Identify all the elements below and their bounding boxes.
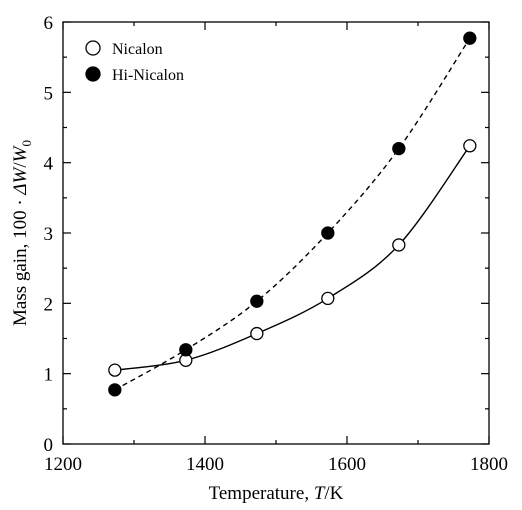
y-tick-label: 6 (44, 13, 54, 34)
data-point (250, 294, 264, 308)
data-point (463, 139, 477, 153)
series-line-1 (114, 37, 471, 391)
axis-ticks (62, 21, 490, 445)
data-point (321, 291, 335, 306)
y-tick-label: 1 (44, 365, 54, 386)
legend-label: Nicalon (112, 41, 163, 58)
data-point (250, 326, 264, 341)
legend-marker (85, 66, 101, 82)
data-point (108, 383, 122, 397)
y-tick-label: 3 (44, 224, 54, 245)
series-markers (108, 31, 477, 397)
legend-label: Hi-Nicalon (112, 67, 184, 84)
y-tick-label: 2 (44, 294, 54, 315)
y-tick-label: 5 (44, 83, 54, 104)
data-point (179, 343, 193, 357)
data-point (392, 238, 406, 252)
series-line-0 (114, 145, 471, 371)
x-tick-label: 1400 (186, 454, 224, 475)
y-tick-label: 0 (44, 435, 54, 456)
x-tick-label: 1200 (44, 454, 82, 475)
y-axis-title: Mass gain, 100 · ΔW/W0 (10, 140, 34, 326)
data-point (108, 363, 122, 377)
data-point (463, 31, 477, 45)
legend: Nicalon Hi-Nicalon (85, 40, 184, 84)
y-tick-label: 4 (44, 154, 54, 175)
y-axis-title-symbol-w0: W (10, 144, 31, 162)
plot-frame (62, 21, 490, 445)
x-axis-title: Temperature, T/K (209, 483, 344, 504)
data-point (392, 141, 406, 156)
axis-tick-labels: 1200 1400 1600 1800 0 1 2 3 4 5 6 (44, 13, 509, 475)
x-tick-label: 1800 (470, 454, 508, 475)
data-point (321, 226, 335, 240)
y-axis-title-subscript: 0 (19, 140, 34, 147)
legend-marker (85, 40, 101, 56)
y-axis-title-symbol: ΔW (10, 165, 31, 195)
x-axis-title-symbol: T (314, 483, 326, 504)
series-curves (114, 37, 471, 391)
x-tick-label: 1600 (328, 454, 366, 475)
